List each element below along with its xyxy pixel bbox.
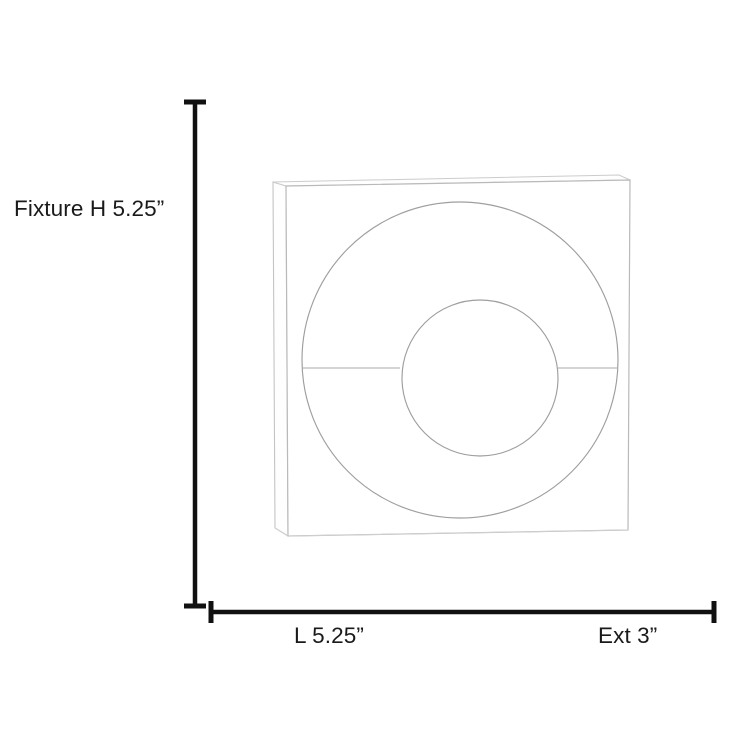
fixture-extension-label: Ext 3” bbox=[598, 623, 658, 648]
vertical-dimension-rule bbox=[184, 99, 206, 609]
horizontal-dimension-rule bbox=[208, 601, 717, 623]
fixture-height-label: Fixture H 5.25” bbox=[14, 196, 165, 221]
fixture-length-label: L 5.25” bbox=[294, 623, 364, 648]
